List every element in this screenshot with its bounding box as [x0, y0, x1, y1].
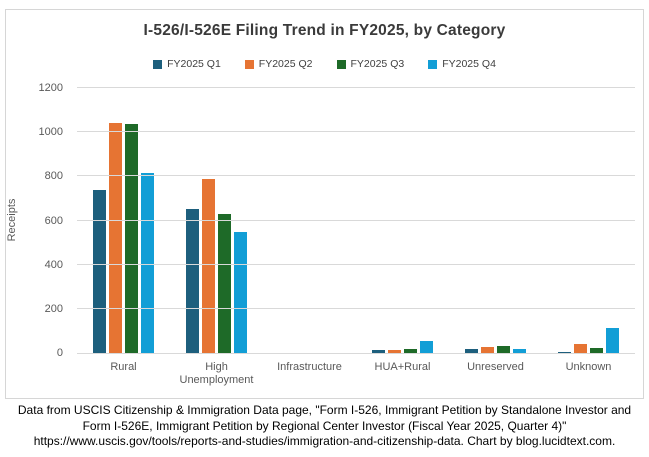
gridline-800 [77, 175, 635, 177]
bar-group-unreserved [449, 88, 542, 353]
bar-fy2025-q2-high-unemployment [202, 179, 215, 353]
bar-fy2025-q3-unreserved [497, 346, 510, 353]
gridline-600 [77, 219, 635, 221]
bar-fy2025-q1-rural [93, 190, 106, 353]
legend-label: FY2025 Q2 [258, 58, 313, 70]
bar-fy2025-q3-unknown [590, 348, 603, 353]
gridline-0 [77, 353, 635, 354]
bar-fy2025-q4-hua-rural [420, 341, 433, 353]
bar-fy2025-q4-high-unemployment [234, 232, 247, 353]
chart-title: I-526/I-526E Filing Trend in FY2025, by … [143, 22, 506, 39]
bar-group-rural [77, 88, 170, 353]
gridline-200 [77, 307, 635, 309]
y-tick-label-400: 400 [44, 258, 63, 271]
bar-fy2025-q2-unreserved [481, 347, 494, 353]
y-axis-title: Receipts [6, 198, 18, 242]
y-tick-label-800: 800 [44, 170, 63, 183]
legend-item-1: FY2025 Q1 [153, 58, 221, 70]
x-axis-label-unreserved: Unreserved [467, 361, 524, 373]
legend-label: FY2025 Q1 [167, 58, 221, 70]
caption-line: https://www.uscis.gov/tools/reports-and-… [33, 434, 616, 448]
bar-fy2025-q1-hua-rural [372, 350, 385, 353]
legend-label: FY2025 Q3 [350, 58, 405, 70]
x-axis-label-infrastructure: Infrastructure [277, 361, 342, 373]
y-tick-label-200: 200 [44, 302, 63, 315]
x-axis-label-rural: Rural [110, 361, 137, 373]
legend-swatch-icon [244, 59, 254, 69]
bar-fy2025-q4-unreserved [513, 349, 526, 353]
gridline-400 [77, 263, 635, 265]
bar-group-unknown [542, 88, 635, 353]
bar-group-high-unemployment [170, 88, 263, 353]
bar-fy2025-q3-hua-rural [404, 349, 417, 353]
y-tick-label-1200: 1200 [38, 82, 63, 94]
gridline-1200 [77, 87, 635, 88]
chart-legend: FY2025 Q1 FY2025 Q2 FY2025 Q3 FY2025 Q4 [6, 58, 643, 70]
y-tick-label-600: 600 [44, 214, 63, 227]
bar-group-hua-rural [356, 88, 449, 353]
bar-fy2025-q2-unknown [574, 344, 587, 353]
bar-groups [77, 88, 635, 353]
bar-fy2025-q1-unreserved [465, 349, 478, 353]
y-tick-label-1000: 1000 [38, 126, 63, 139]
x-axis-label-high-unemployment: High Unemployment [179, 361, 254, 386]
legend-item-3: FY2025 Q3 [336, 58, 405, 70]
caption-line: Data from USCIS Citizenship & Immigratio… [17, 403, 632, 417]
bar-fy2025-q1-high-unemployment [186, 209, 199, 353]
bar-fy2025-q4-unknown [606, 328, 619, 353]
legend-swatch-icon [153, 59, 163, 69]
y-tick-label-0: 0 [56, 347, 63, 359]
bar-fy2025-q1-unknown [558, 352, 571, 353]
bar-fy2025-q3-rural [125, 124, 138, 353]
legend-swatch-icon [428, 59, 438, 69]
bar-fy2025-q2-rural [109, 123, 122, 353]
bar-fy2025-q3-high-unemployment [218, 214, 231, 353]
gridline-1000 [77, 131, 635, 133]
bar-group-infrastructure [263, 88, 356, 353]
x-axis-labels: Rural High Unemployment Infrastructure HUA+… [77, 361, 635, 387]
x-axis-label-hua-rural: HUA+Rural [374, 361, 431, 373]
x-axis-label-unknown: Unknown [565, 361, 612, 373]
caption: Data from USCIS Citizenship & Immigratio… [0, 403, 649, 450]
legend-label: FY2025 Q4 [442, 58, 496, 70]
caption-line: Form I-526E, Immigrant Petition by Regio… [82, 418, 567, 433]
bar-fy2025-q2-hua-rural [388, 350, 401, 353]
plot-area [77, 87, 635, 354]
chart-container: I-526/I-526E Filing Trend in FY2025, by … [5, 9, 644, 399]
legend-item-2: FY2025 Q2 [244, 58, 313, 70]
legend-item-4: FY2025 Q4 [428, 58, 496, 70]
legend-swatch-icon [336, 59, 346, 69]
